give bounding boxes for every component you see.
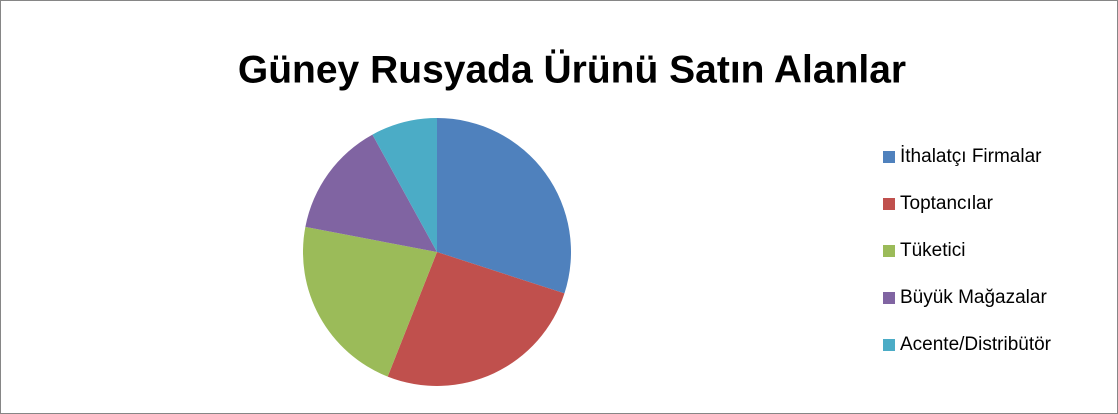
legend-swatch <box>883 339 895 351</box>
legend-label: Acente/Distribütör <box>900 334 1052 355</box>
chart-title: Güney Rusyada Ürünü Satın Alanlar <box>238 48 906 91</box>
pie-slice <box>303 226 437 377</box>
legend-swatch <box>883 292 895 304</box>
legend-label: Tüketici <box>900 240 965 261</box>
legend-swatch <box>883 151 895 163</box>
pie-slice <box>305 134 437 252</box>
legend-swatch <box>883 245 895 257</box>
legend-swatch <box>883 198 895 210</box>
pie-slice <box>437 118 571 294</box>
pie-slice <box>372 118 437 252</box>
legend-label: Toptancılar <box>900 193 994 214</box>
legend-label: İthalatçı Firmalar <box>900 146 1042 167</box>
pie-slice <box>387 252 565 387</box>
legend-label: Büyük Mağazalar <box>900 287 1047 308</box>
